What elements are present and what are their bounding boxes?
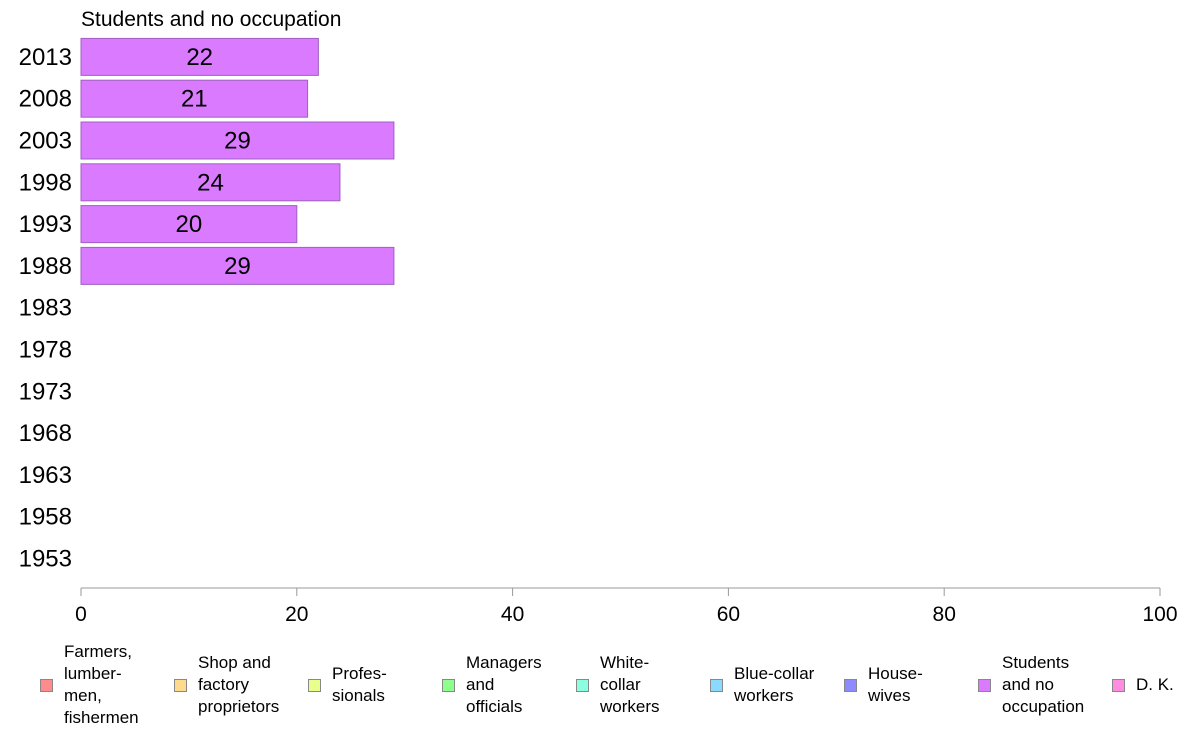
y-tick-label: 1953 bbox=[19, 546, 72, 573]
y-tick-label: 1963 bbox=[19, 462, 72, 489]
legend-item: Farmers, lumber- men, fishermen bbox=[40, 640, 139, 730]
legend-label: Farmers, lumber- men, fishermen bbox=[64, 642, 139, 727]
legend-swatch bbox=[442, 678, 455, 692]
bar-value-label: 29 bbox=[224, 128, 251, 155]
legend-label: Students and no occupation bbox=[1002, 653, 1085, 716]
y-tick-label: 1968 bbox=[19, 420, 72, 447]
x-tick-label: 40 bbox=[501, 603, 524, 626]
bar bbox=[80, 37, 319, 76]
x-axis: 0 20 40 60 80 100 bbox=[75, 587, 1178, 626]
bar-value-label: 29 bbox=[224, 253, 251, 280]
y-tick-label: 1988 bbox=[19, 253, 72, 280]
legend-swatch bbox=[844, 678, 857, 692]
bar bbox=[80, 121, 395, 160]
y-tick-label: 2008 bbox=[19, 86, 72, 113]
y-tick-label: 2013 bbox=[19, 44, 72, 71]
y-tick-label: 1983 bbox=[19, 295, 72, 322]
bar-chart: Students and no occupation 222129242029 … bbox=[19, 8, 1178, 626]
legend-item: Profes- sionals bbox=[308, 640, 387, 730]
legend-swatch bbox=[308, 678, 321, 692]
x-tick-label: 80 bbox=[933, 603, 956, 626]
bar-value-label: 20 bbox=[176, 211, 203, 238]
legend-item: House- wives bbox=[844, 640, 923, 730]
legend-label: White- collar workers bbox=[600, 653, 660, 716]
x-tick-label: 100 bbox=[1142, 603, 1177, 626]
legend-label: House- wives bbox=[868, 664, 923, 705]
legend-swatch bbox=[710, 678, 723, 692]
legend-item: Managers and officials bbox=[442, 640, 542, 730]
legend-label: Shop and factory proprietors bbox=[198, 653, 280, 716]
legend-item: Shop and factory proprietors bbox=[174, 640, 279, 730]
legend-swatch bbox=[40, 678, 53, 692]
legend-swatch bbox=[1112, 678, 1125, 692]
legend: Farmers, lumber- men, fishermen Shop and … bbox=[0, 640, 1188, 730]
legend-label: Managers and officials bbox=[466, 653, 542, 716]
legend-label: Blue-collar workers bbox=[734, 664, 815, 705]
x-tick-label: 0 bbox=[75, 603, 87, 626]
y-tick-label: 2003 bbox=[19, 128, 72, 155]
y-axis-labels: 2013 2008 2003 1998 1993 1988 1983 1978 1973 1968… bbox=[19, 44, 72, 573]
legend-label: D. K. bbox=[1136, 675, 1174, 694]
legend-item: White- collar workers bbox=[576, 640, 660, 730]
y-tick-label: 1958 bbox=[19, 504, 72, 531]
bar bbox=[80, 163, 341, 202]
x-tick-label: 60 bbox=[717, 603, 740, 626]
legend-swatch bbox=[174, 678, 187, 692]
y-tick-label: 1998 bbox=[19, 169, 72, 196]
bar bbox=[80, 79, 309, 118]
legend-label: Profes- sionals bbox=[332, 664, 387, 705]
x-tick-label: 20 bbox=[285, 603, 308, 626]
bar bbox=[80, 205, 298, 244]
y-tick-label: 1973 bbox=[19, 378, 72, 405]
chart-title: Students and no occupation bbox=[81, 8, 341, 31]
bar bbox=[80, 246, 395, 285]
legend-item: Blue-collar workers bbox=[710, 640, 814, 730]
y-tick-label: 1978 bbox=[19, 337, 72, 364]
legend-swatch bbox=[576, 678, 589, 692]
legend-swatch bbox=[978, 678, 991, 692]
legend-item: D. K. bbox=[1112, 640, 1174, 730]
bar-value-label: 24 bbox=[197, 169, 224, 196]
bar-value-label: 21 bbox=[181, 86, 208, 113]
legend-item: Students and no occupation bbox=[978, 640, 1084, 730]
y-tick-label: 1993 bbox=[19, 211, 72, 238]
bar-value-label: 22 bbox=[186, 44, 213, 71]
